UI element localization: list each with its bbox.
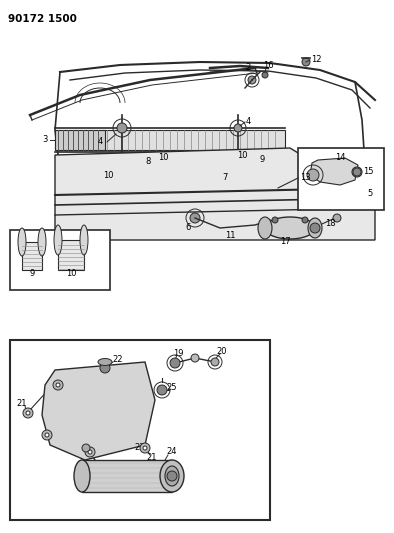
Text: 2: 2: [245, 63, 251, 72]
Ellipse shape: [165, 466, 179, 486]
Circle shape: [353, 168, 361, 176]
Text: 16: 16: [263, 61, 273, 70]
Text: 11: 11: [225, 230, 235, 239]
Text: 8: 8: [145, 157, 151, 166]
Text: 24: 24: [167, 448, 177, 456]
Text: 19: 19: [173, 349, 183, 358]
Bar: [10, 340, 270, 520]
Text: 25: 25: [167, 384, 177, 392]
Circle shape: [355, 175, 365, 185]
Text: 9: 9: [30, 269, 35, 278]
Circle shape: [248, 76, 256, 84]
Circle shape: [302, 217, 308, 223]
Circle shape: [333, 214, 341, 222]
Bar: [10, 230, 110, 290]
Bar: [22, 242, 42, 270]
Bar: [55, 130, 285, 150]
Circle shape: [100, 363, 110, 373]
Text: 10: 10: [158, 154, 168, 163]
Circle shape: [56, 383, 60, 387]
Circle shape: [45, 433, 49, 437]
Circle shape: [140, 443, 150, 453]
Circle shape: [302, 58, 310, 66]
Circle shape: [252, 165, 258, 171]
Polygon shape: [42, 362, 155, 460]
Circle shape: [307, 169, 319, 181]
Bar: [82, 460, 172, 492]
Text: 20: 20: [217, 348, 227, 357]
Circle shape: [157, 385, 167, 395]
Bar: [298, 148, 384, 210]
Text: 13: 13: [300, 174, 310, 182]
Circle shape: [211, 358, 219, 366]
Text: 5: 5: [367, 189, 373, 198]
Text: 10: 10: [237, 150, 247, 159]
Text: 7: 7: [222, 174, 228, 182]
Circle shape: [262, 72, 268, 78]
Circle shape: [117, 123, 127, 133]
Ellipse shape: [258, 217, 272, 239]
Text: 9: 9: [259, 156, 265, 165]
Circle shape: [170, 358, 180, 368]
Text: 23: 23: [135, 443, 145, 453]
Text: 22: 22: [113, 356, 123, 365]
Circle shape: [272, 217, 278, 223]
Text: 4: 4: [245, 117, 251, 126]
Circle shape: [85, 447, 95, 457]
Ellipse shape: [265, 217, 315, 239]
Ellipse shape: [74, 460, 90, 492]
Circle shape: [167, 471, 177, 481]
Circle shape: [143, 446, 147, 450]
Ellipse shape: [54, 225, 62, 255]
Circle shape: [234, 124, 242, 132]
Text: 21: 21: [17, 400, 27, 408]
Circle shape: [42, 430, 52, 440]
Circle shape: [231, 161, 239, 169]
Circle shape: [310, 223, 320, 233]
Circle shape: [26, 411, 30, 415]
Circle shape: [88, 450, 92, 454]
Text: 17: 17: [280, 238, 290, 246]
Ellipse shape: [98, 359, 112, 366]
Ellipse shape: [18, 228, 26, 256]
Text: 90172 1500: 90172 1500: [8, 14, 77, 24]
Text: 3: 3: [43, 135, 48, 144]
Circle shape: [23, 408, 33, 418]
Circle shape: [53, 380, 63, 390]
Ellipse shape: [308, 218, 322, 238]
Text: 21: 21: [147, 454, 157, 463]
Circle shape: [190, 213, 200, 223]
Bar: [118, 162, 128, 169]
Text: 4: 4: [97, 138, 102, 147]
Circle shape: [82, 444, 90, 452]
Ellipse shape: [160, 460, 184, 492]
Polygon shape: [310, 158, 358, 185]
Text: 18: 18: [325, 220, 335, 229]
Text: 10: 10: [103, 171, 113, 180]
Text: 14: 14: [335, 152, 345, 161]
Ellipse shape: [352, 167, 362, 177]
Bar: [55, 130, 105, 150]
Ellipse shape: [80, 225, 88, 255]
Bar: [155, 165, 165, 172]
Bar: [230, 162, 240, 169]
Text: 6: 6: [185, 223, 191, 232]
Text: 15: 15: [363, 167, 373, 176]
Text: 12: 12: [311, 55, 321, 64]
Ellipse shape: [38, 228, 46, 256]
Polygon shape: [55, 148, 375, 240]
Circle shape: [156, 166, 164, 174]
Text: 10: 10: [66, 269, 76, 278]
Bar: [58, 240, 84, 270]
Circle shape: [191, 354, 199, 362]
